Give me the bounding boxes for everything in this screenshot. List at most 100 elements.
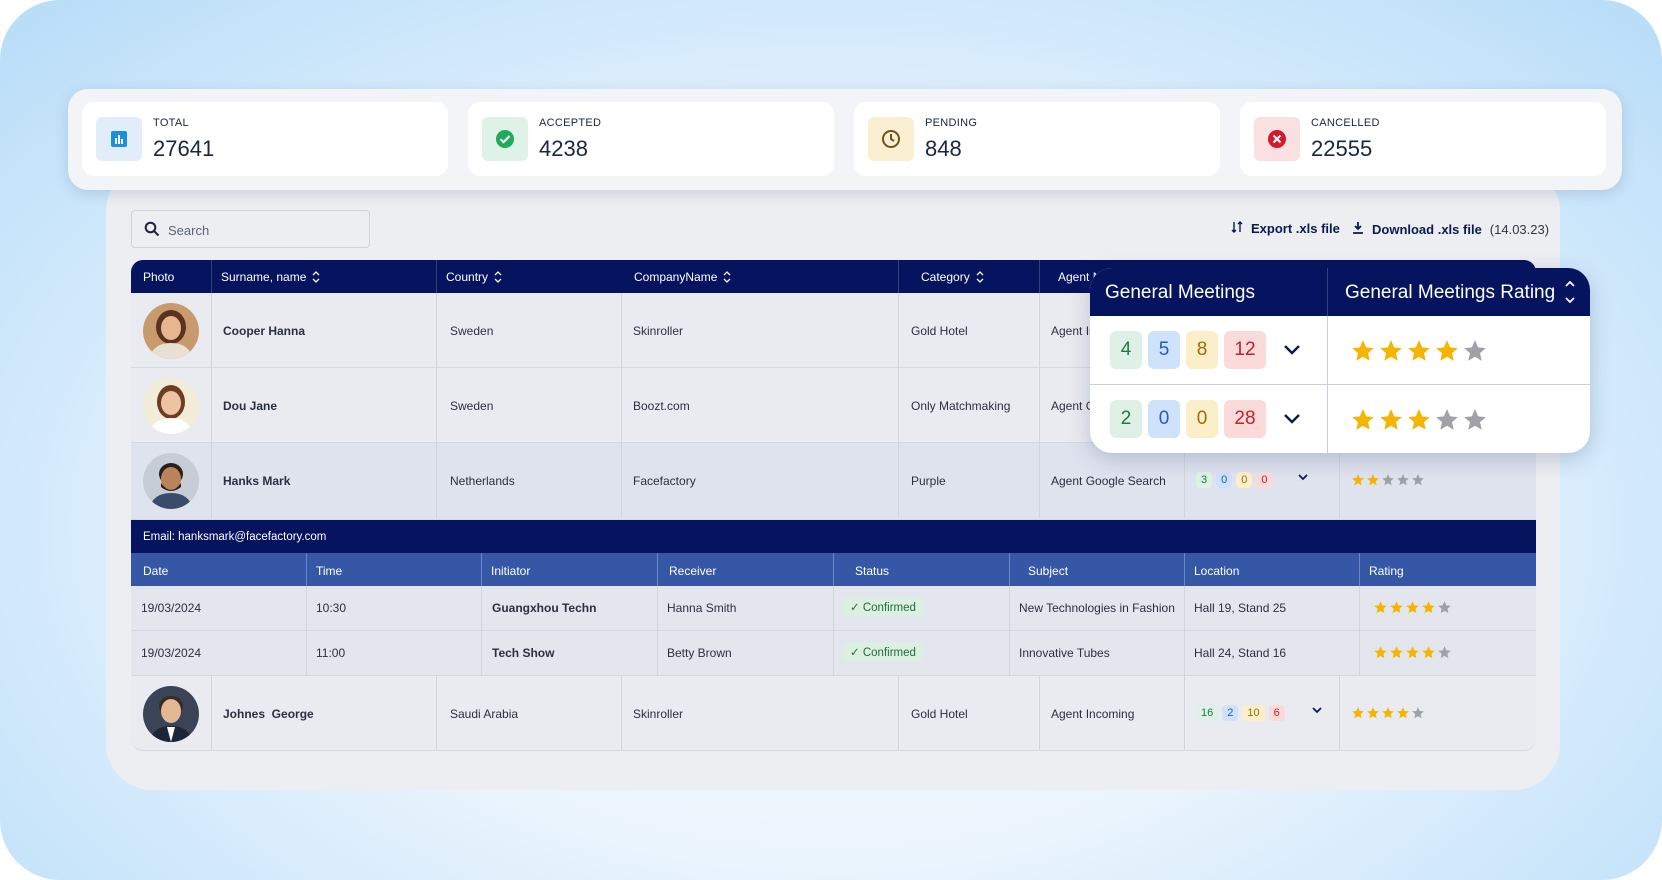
detail-header-rating: Rating [1369, 564, 1404, 578]
header-country[interactable]: Country [446, 270, 502, 284]
star-icon [1397, 474, 1409, 486]
row-company: Skinroller [633, 707, 684, 721]
stat-pending: PENDING 848 [854, 102, 1220, 176]
sort-icon[interactable] [723, 270, 731, 284]
star-icon [1352, 707, 1364, 719]
table-row-expanded[interactable]: Hanks Mark Netherlands Facefactory Purpl… [131, 443, 1536, 520]
row-category: Only Matchmaking [911, 399, 1011, 413]
stat-label: CANCELLED [1311, 117, 1380, 129]
detail-row[interactable]: 19/03/2024 11:00 Tech Show Betty Brown ✓… [131, 631, 1536, 676]
count-cancelled: 12 [1224, 331, 1266, 369]
star-icon [1464, 340, 1486, 361]
stat-label: PENDING [925, 117, 978, 129]
stat-value: 22555 [1311, 136, 1373, 161]
star-icon [1436, 409, 1458, 430]
stat-accepted: ACCEPTED 4238 [468, 102, 834, 176]
detail-email-bar: Email: hanksmark@facefactory.com [131, 520, 1536, 553]
detail-receiver: Hanna Smith [667, 601, 737, 615]
table-row[interactable]: Johnes George Saudi Arabia Skinroller Go… [131, 676, 1536, 751]
header-name[interactable]: Surname, name [221, 270, 320, 284]
row-company: Skinroller [633, 324, 684, 338]
stat-label: TOTAL [153, 117, 189, 129]
rating-stars [1351, 473, 1425, 487]
star-icon [1422, 601, 1435, 614]
popup-title-rating: General Meetings Rating [1345, 282, 1556, 303]
star-icon [1367, 474, 1379, 486]
count-cancelled: 0 [1256, 472, 1273, 488]
detail-email: Email: hanksmark@facefactory.com [143, 531, 327, 543]
popup-title-meetings: General Meetings [1105, 282, 1255, 303]
detail-row[interactable]: 19/03/2024 10:30 Guangxhou Techn Hanna S… [131, 586, 1536, 631]
count-accepted: 3 [1196, 472, 1213, 488]
rating-stars [1350, 407, 1488, 433]
row-agent: Agent G [1051, 399, 1096, 413]
star-icon [1390, 601, 1403, 614]
search-icon [144, 221, 160, 242]
x-circle-icon [1254, 117, 1300, 161]
count-new: 0 [1216, 472, 1233, 488]
stats-bar: TOTAL 27641 ACCEPTED 4238 PENDING 848 CA… [68, 89, 1622, 190]
detail-header-location: Location [1194, 564, 1240, 578]
sort-icon[interactable] [494, 270, 502, 284]
header-country-label: Country [446, 270, 489, 284]
status-badge: ✓ Confirmed [843, 642, 923, 662]
download-date: (14.03.23) [1489, 221, 1550, 237]
detail-time: 11:00 [316, 646, 346, 660]
header-company[interactable]: CompanyName [634, 270, 731, 284]
star-icon [1380, 340, 1402, 361]
detail-initiator: Tech Show [492, 646, 555, 660]
star-icon [1436, 340, 1458, 361]
star-icon [1397, 707, 1409, 719]
star-icon [1382, 474, 1394, 486]
status-badge: ✓ Confirmed [843, 597, 923, 617]
detail-receiver: Betty Brown [667, 646, 732, 660]
popup-header: General Meetings General Meetings Rating [1090, 268, 1590, 316]
header-category[interactable]: Category [921, 270, 984, 284]
row-name: Hanks Mark [223, 474, 291, 488]
stat-label: ACCEPTED [539, 117, 602, 129]
row-category: Gold Hotel [911, 324, 968, 338]
rating-stars [1373, 645, 1452, 660]
chevron-up-icon[interactable] [1297, 471, 1309, 485]
detail-date: 19/03/2024 [141, 601, 202, 615]
popup-meeting-counts: 2 0 0 28 [1110, 400, 1272, 438]
clock-icon [868, 117, 914, 161]
star-icon [1438, 601, 1451, 614]
meeting-counts: 16 2 10 6 [1196, 705, 1289, 721]
chevron-down-icon[interactable] [1311, 704, 1323, 718]
detail-time: 10:30 [316, 601, 347, 615]
stat-value: 4238 [539, 136, 588, 161]
detail-subject: New Technologies in Fashion [1019, 601, 1175, 615]
star-icon [1352, 409, 1374, 430]
count-accepted: 4 [1110, 331, 1142, 369]
chevron-down-icon[interactable] [1283, 343, 1301, 361]
export-button[interactable]: Export .xls file [1231, 221, 1340, 236]
star-icon [1374, 601, 1387, 614]
count-accepted: 16 [1196, 705, 1219, 721]
sort-icon[interactable] [312, 270, 320, 284]
star-icon [1380, 409, 1402, 430]
count-new: 5 [1148, 331, 1180, 369]
row-agent: Agent Google Search [1051, 474, 1166, 488]
detail-date: 19/03/2024 [141, 646, 202, 660]
download-button[interactable]: Download .xls file (14.03.23) [1352, 221, 1549, 237]
bar-chart-icon [96, 117, 142, 161]
rating-stars [1350, 338, 1488, 364]
sort-icon[interactable] [976, 270, 984, 284]
row-name: Dou Jane [223, 399, 278, 413]
search-input[interactable]: Search [131, 210, 370, 248]
chevron-down-icon[interactable] [1283, 412, 1301, 430]
rating-stars [1351, 706, 1425, 720]
star-icon [1382, 707, 1394, 719]
download-label: Download .xls file [1372, 221, 1482, 237]
detail-header-receiver: Receiver [669, 564, 717, 578]
star-icon [1412, 707, 1424, 719]
popup-meeting-counts: 4 5 8 12 [1110, 331, 1272, 369]
row-country: Sweden [450, 399, 494, 413]
header-company-label: CompanyName [634, 270, 718, 284]
row-country: Netherlands [450, 474, 515, 488]
sort-icon[interactable] [1564, 278, 1576, 312]
star-icon [1422, 646, 1435, 659]
detail-header-initiator: Initiator [491, 564, 531, 578]
detail-initiator: Guangxhou Techn [492, 601, 597, 615]
